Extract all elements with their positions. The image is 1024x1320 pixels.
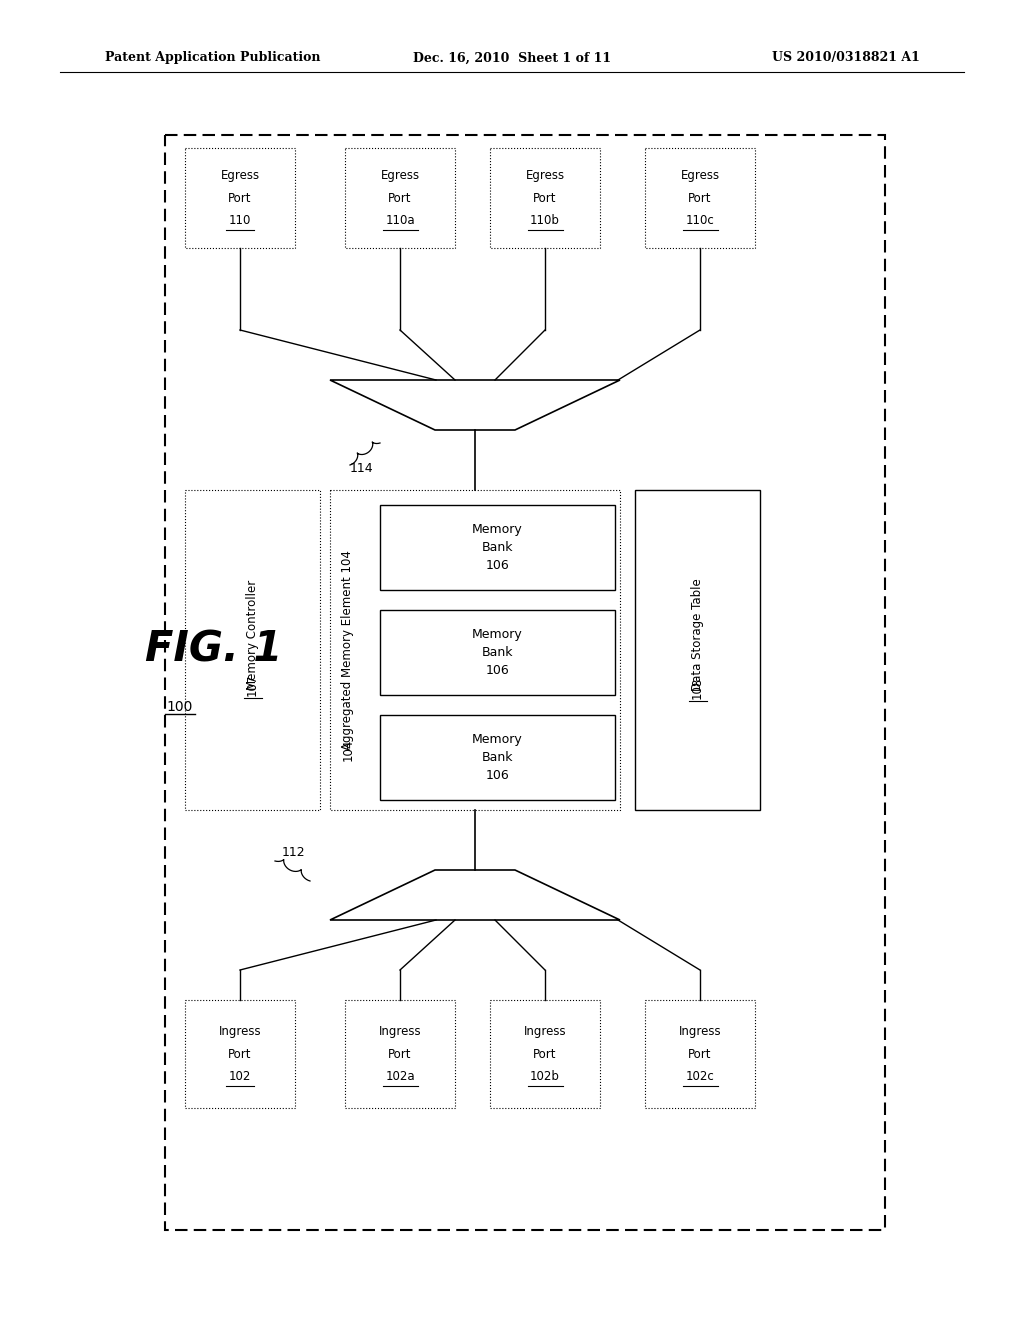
Text: Egress: Egress <box>525 169 564 182</box>
Text: Port: Port <box>228 191 252 205</box>
Text: 110b: 110b <box>530 214 560 227</box>
Bar <box>330 490 620 810</box>
Text: 104: 104 <box>341 739 354 762</box>
Bar <box>645 1001 755 1107</box>
Text: 110: 110 <box>228 214 251 227</box>
Bar <box>345 1001 455 1107</box>
Text: 102a: 102a <box>385 1069 415 1082</box>
Text: Port: Port <box>688 1048 712 1060</box>
Text: 102b: 102b <box>530 1069 560 1082</box>
Text: Dec. 16, 2010  Sheet 1 of 11: Dec. 16, 2010 Sheet 1 of 11 <box>413 51 611 65</box>
Text: 106: 106 <box>485 558 509 572</box>
Bar <box>380 715 615 800</box>
Polygon shape <box>330 870 620 920</box>
Text: Port: Port <box>534 1048 557 1060</box>
Text: US 2010/0318821 A1: US 2010/0318821 A1 <box>772 51 920 65</box>
Bar <box>490 148 600 248</box>
Text: Memory Controller: Memory Controller <box>246 579 259 690</box>
Text: 110c: 110c <box>686 214 715 227</box>
Text: Bank: Bank <box>481 751 513 764</box>
Bar <box>380 610 615 696</box>
Text: Aggregated Memory Element 104: Aggregated Memory Element 104 <box>341 550 354 750</box>
Bar <box>380 506 615 590</box>
Bar <box>635 490 760 810</box>
Bar <box>185 148 295 248</box>
Bar <box>490 1001 600 1107</box>
Polygon shape <box>330 380 620 430</box>
Text: 114: 114 <box>350 462 374 474</box>
Text: Ingress: Ingress <box>523 1026 566 1039</box>
Text: Port: Port <box>228 1048 252 1060</box>
Text: Egress: Egress <box>680 169 720 182</box>
Text: 106: 106 <box>485 664 509 677</box>
Text: 100: 100 <box>167 700 194 714</box>
Text: Patent Application Publication: Patent Application Publication <box>105 51 321 65</box>
Text: 106: 106 <box>485 770 509 781</box>
Text: Memory: Memory <box>472 628 523 642</box>
Text: Egress: Egress <box>220 169 259 182</box>
Text: Ingress: Ingress <box>379 1026 421 1039</box>
Text: 107: 107 <box>246 673 259 696</box>
Text: Data Storage Table: Data Storage Table <box>691 578 705 692</box>
Text: 108: 108 <box>691 677 705 700</box>
Bar <box>345 148 455 248</box>
Text: Port: Port <box>688 191 712 205</box>
Text: Egress: Egress <box>381 169 420 182</box>
Text: 110a: 110a <box>385 214 415 227</box>
Text: FIG. 1: FIG. 1 <box>145 630 283 671</box>
Text: Ingress: Ingress <box>679 1026 721 1039</box>
Text: Bank: Bank <box>481 645 513 659</box>
Bar <box>165 135 885 1230</box>
Text: 102: 102 <box>228 1069 251 1082</box>
Text: Port: Port <box>388 191 412 205</box>
Text: Port: Port <box>534 191 557 205</box>
Text: Port: Port <box>388 1048 412 1060</box>
Bar <box>185 490 319 810</box>
Text: Ingress: Ingress <box>219 1026 261 1039</box>
Text: Bank: Bank <box>481 541 513 554</box>
Bar <box>645 148 755 248</box>
Text: Memory: Memory <box>472 523 523 536</box>
Text: Memory: Memory <box>472 733 523 746</box>
Bar <box>185 1001 295 1107</box>
Text: 112: 112 <box>282 846 305 858</box>
Text: 102c: 102c <box>686 1069 715 1082</box>
